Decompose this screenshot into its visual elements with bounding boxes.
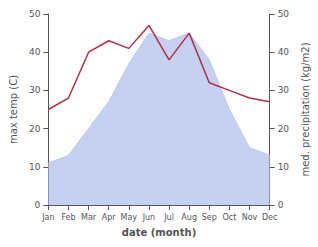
svg-text:Nov: Nov (242, 213, 258, 222)
svg-text:Feb: Feb (61, 213, 75, 222)
svg-text:20: 20 (278, 124, 290, 134)
svg-text:50: 50 (278, 9, 290, 19)
svg-text:Jan: Jan (41, 213, 54, 222)
svg-text:Jul: Jul (163, 213, 174, 222)
svg-text:Mar: Mar (81, 213, 97, 222)
svg-text:max temp (C): max temp (C) (8, 75, 19, 144)
svg-text:med. precipitation (kg/m2): med. precipitation (kg/m2) (300, 42, 311, 176)
svg-text:Aug: Aug (181, 213, 197, 222)
svg-text:Apr: Apr (102, 213, 117, 222)
svg-text:40: 40 (278, 47, 290, 57)
svg-text:20: 20 (29, 124, 41, 134)
svg-text:30: 30 (278, 85, 290, 95)
svg-text:date (month): date (month) (122, 227, 196, 238)
svg-text:10: 10 (29, 162, 41, 172)
svg-text:0: 0 (35, 200, 41, 210)
svg-text:30: 30 (29, 85, 41, 95)
svg-text:Jun: Jun (142, 213, 156, 222)
svg-text:Dec: Dec (262, 213, 277, 222)
svg-text:10: 10 (278, 162, 290, 172)
svg-text:May: May (121, 213, 138, 222)
svg-text:0: 0 (278, 200, 284, 210)
svg-text:Oct: Oct (222, 213, 236, 222)
svg-text:40: 40 (29, 47, 41, 57)
svg-text:50: 50 (29, 9, 41, 19)
svg-text:Sep: Sep (202, 213, 217, 222)
